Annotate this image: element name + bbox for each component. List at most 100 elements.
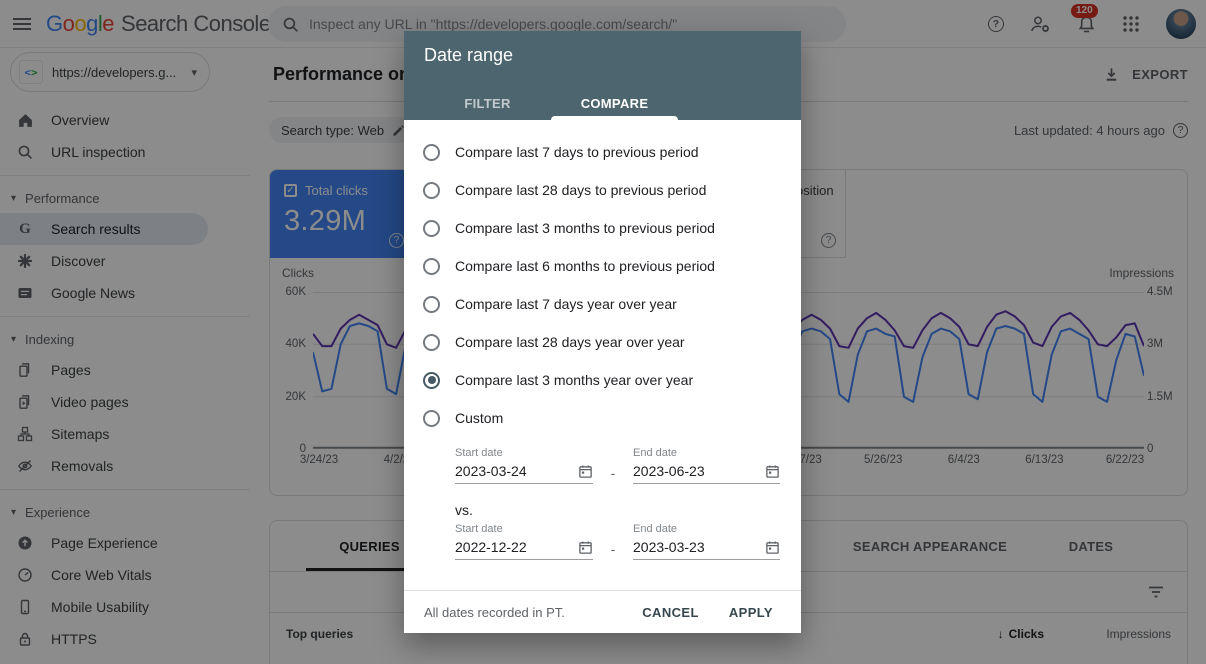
option-label: Compare last 6 months to previous period bbox=[455, 258, 715, 274]
compare-option-7[interactable]: Custom bbox=[404, 399, 801, 437]
radio-icon[interactable] bbox=[423, 257, 440, 275]
checkbox-checked-icon[interactable]: ✓ bbox=[284, 184, 297, 197]
sidebar-group-performance[interactable]: ▾ Performance bbox=[0, 183, 250, 213]
divider bbox=[0, 175, 250, 176]
mobile-phone-icon bbox=[16, 598, 34, 616]
metric-value: 3.29M bbox=[284, 205, 367, 237]
start-date-input-2[interactable]: 2022-12-22 bbox=[455, 536, 593, 560]
topbar-icons: ? 120 bbox=[988, 0, 1196, 48]
start-date-input-1[interactable]: 2023-03-24 bbox=[455, 460, 593, 484]
sidebar-item-removals[interactable]: Removals bbox=[0, 450, 250, 482]
search-type-chip[interactable]: Search type: Web bbox=[269, 117, 418, 143]
compare-option-4[interactable]: Compare last 7 days year over year bbox=[404, 285, 801, 323]
total-clicks-card[interactable]: ✓ Total clicks 3.29M ? bbox=[270, 170, 414, 258]
user-settings-icon[interactable] bbox=[1030, 15, 1051, 34]
sidebar-item-label: HTTPS bbox=[51, 631, 97, 647]
sidebar-item-video-pages[interactable]: Video pages bbox=[0, 386, 250, 418]
compare-option-0[interactable]: Compare last 7 days to previous period bbox=[404, 133, 801, 171]
url-inspect-input[interactable] bbox=[309, 16, 832, 32]
user-avatar[interactable] bbox=[1166, 9, 1196, 39]
apply-button[interactable]: APPLY bbox=[721, 599, 781, 626]
left-axis-tick: 40K bbox=[285, 338, 306, 351]
dialog-tab-compare[interactable]: COMPARE bbox=[551, 86, 678, 120]
calendar-icon[interactable] bbox=[578, 464, 593, 479]
help-icon[interactable]: ? bbox=[1173, 122, 1188, 138]
end-date-input-2[interactable]: 2023-03-23 bbox=[633, 536, 780, 560]
date-range-dash: - bbox=[610, 465, 616, 481]
sidebar-item-overview[interactable]: Overview bbox=[0, 104, 250, 136]
left-axis-tick: 20K bbox=[285, 390, 306, 403]
radio-icon[interactable] bbox=[423, 181, 440, 199]
product-name: Search Console bbox=[121, 10, 271, 36]
help-icon[interactable]: ? bbox=[988, 16, 1004, 32]
search-icon bbox=[16, 143, 34, 161]
date-range-dialog: Date range FILTER COMPARE Compare last 7… bbox=[404, 31, 801, 633]
export-button[interactable]: EXPORT bbox=[1103, 66, 1188, 83]
timezone-note: All dates recorded in PT. bbox=[424, 604, 565, 620]
sidebar-item-search-results[interactable]: G Search results bbox=[0, 213, 208, 245]
chevron-down-icon: ▾ bbox=[191, 66, 197, 79]
dialog-tabs: FILTER COMPARE bbox=[424, 86, 678, 120]
sidebar-item-label: Sitemaps bbox=[51, 426, 110, 442]
home-icon bbox=[16, 111, 34, 129]
radio-icon[interactable] bbox=[423, 409, 440, 427]
notifications[interactable]: 120 bbox=[1071, 3, 1098, 34]
radio-icon[interactable] bbox=[423, 295, 440, 313]
sidebar-item-https[interactable]: HTTPS bbox=[0, 623, 250, 655]
date-value: 2023-03-24 bbox=[455, 463, 527, 479]
search-icon bbox=[283, 17, 298, 32]
sidebar-item-label: Discover bbox=[51, 253, 106, 269]
sidebar-item-label: Google News bbox=[51, 285, 136, 301]
sidebar-item-page-experience[interactable]: Page Experience bbox=[0, 527, 250, 559]
divider bbox=[0, 489, 250, 490]
option-label: Compare last 7 days to previous period bbox=[455, 144, 699, 160]
tab-dates[interactable]: DATES bbox=[1068, 538, 1114, 554]
compare-option-2[interactable]: Compare last 3 months to previous period bbox=[404, 209, 801, 247]
filter-icon[interactable] bbox=[1147, 585, 1165, 599]
compare-option-5[interactable]: Compare last 28 days year over year bbox=[404, 323, 801, 361]
field-label: End date bbox=[633, 447, 678, 459]
property-selector[interactable]: < > https://developers.g... ▾ bbox=[10, 52, 210, 92]
notification-badge: 120 bbox=[1071, 3, 1098, 18]
google-apps-grid-icon[interactable] bbox=[1122, 15, 1140, 33]
end-date-input-1[interactable]: 2023-06-23 bbox=[633, 460, 780, 484]
sidebar-item-pages[interactable]: Pages bbox=[0, 354, 250, 386]
sidebar-item-core-web-vitals[interactable]: Core Web Vitals bbox=[0, 559, 250, 591]
help-icon[interactable]: ? bbox=[389, 230, 404, 248]
radio-icon[interactable] bbox=[423, 333, 440, 351]
sidebar-group-experience[interactable]: ▾ Experience bbox=[0, 497, 250, 527]
radio-selected-icon[interactable] bbox=[423, 371, 440, 389]
hamburger-menu-button[interactable] bbox=[0, 0, 44, 48]
sidebar-item-url-inspection[interactable]: URL inspection bbox=[0, 136, 250, 168]
calendar-icon[interactable] bbox=[578, 540, 593, 555]
sidebar-item-sitemaps[interactable]: Sitemaps bbox=[0, 418, 250, 450]
compare-option-6[interactable]: Compare last 3 months year over year bbox=[404, 361, 801, 399]
last-updated-text: Last updated: 4 hours ago bbox=[1013, 122, 1165, 138]
compare-option-1[interactable]: Compare last 28 days to previous period bbox=[404, 171, 801, 209]
tab-queries[interactable]: QUERIES bbox=[306, 521, 433, 571]
news-icon bbox=[16, 284, 34, 302]
logo-letter: e bbox=[102, 10, 115, 36]
compare-option-3[interactable]: Compare last 6 months to previous period bbox=[404, 247, 801, 285]
table-header-row: Top queries ↓ Clicks Impressions bbox=[270, 613, 1187, 655]
sidebar-item-discover[interactable]: Discover bbox=[0, 245, 250, 277]
cancel-button[interactable]: CANCEL bbox=[634, 599, 707, 626]
help-icon[interactable]: ? bbox=[821, 230, 836, 248]
column-header-clicks[interactable]: ↓ Clicks bbox=[997, 627, 1044, 641]
end-date-field-1: End date 2023-06-23 bbox=[633, 447, 780, 484]
sidebar-item-mobile-usability[interactable]: Mobile Usability bbox=[0, 591, 250, 623]
field-label: Start date bbox=[455, 523, 503, 535]
radio-icon[interactable] bbox=[423, 219, 440, 237]
export-label: EXPORT bbox=[1132, 67, 1188, 82]
metric-label: Total clicks bbox=[305, 183, 368, 198]
sidebar-item-google-news[interactable]: Google News bbox=[0, 277, 250, 309]
calendar-icon[interactable] bbox=[765, 464, 780, 479]
radio-icon[interactable] bbox=[423, 143, 440, 161]
column-header-impressions[interactable]: Impressions bbox=[1106, 627, 1171, 641]
sidebar-item-label: Search results bbox=[51, 221, 141, 237]
dialog-tab-filter[interactable]: FILTER bbox=[464, 95, 511, 111]
tab-search-appearance[interactable]: SEARCH APPEARANCE bbox=[852, 538, 1008, 554]
pages-icon bbox=[16, 361, 34, 379]
calendar-icon[interactable] bbox=[765, 540, 780, 555]
sidebar-group-indexing[interactable]: ▾ Indexing bbox=[0, 324, 250, 354]
